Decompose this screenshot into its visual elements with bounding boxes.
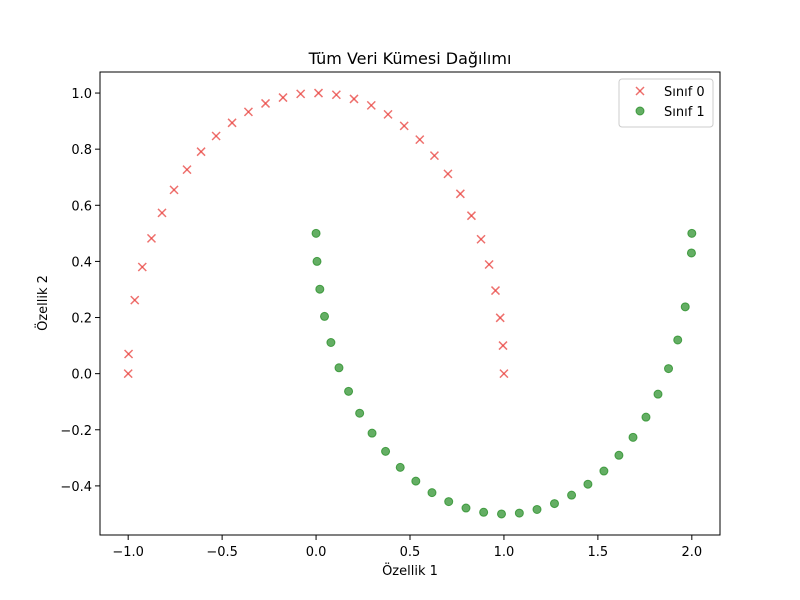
y-tick-label: −0.4 bbox=[60, 480, 92, 495]
y-axis-label: Özellik 2 bbox=[34, 275, 51, 331]
data-point bbox=[444, 497, 454, 507]
data-point bbox=[455, 189, 465, 199]
data-point bbox=[381, 446, 391, 456]
plot-marks bbox=[123, 88, 697, 519]
y-tick-label: 0.0 bbox=[71, 368, 92, 383]
data-point bbox=[498, 341, 508, 351]
data-point bbox=[260, 98, 271, 108]
data-point bbox=[169, 185, 179, 195]
data-point bbox=[349, 94, 359, 104]
data-point bbox=[315, 284, 325, 294]
data-point bbox=[146, 233, 157, 243]
data-point bbox=[496, 509, 506, 519]
data-point bbox=[583, 479, 593, 489]
y-tick-label: 0.6 bbox=[71, 199, 92, 214]
legend-marker-sinif-0 bbox=[635, 86, 645, 96]
data-point bbox=[211, 131, 221, 141]
data-point bbox=[334, 363, 344, 373]
data-point bbox=[427, 488, 437, 498]
data-point bbox=[461, 503, 471, 513]
series-sinif-1 bbox=[311, 228, 697, 519]
data-point bbox=[278, 93, 288, 103]
data-point bbox=[664, 364, 674, 374]
y-tick-label: 0.8 bbox=[71, 143, 92, 158]
data-point bbox=[399, 121, 409, 131]
legend-box bbox=[618, 78, 714, 128]
data-point bbox=[614, 450, 624, 460]
data-point bbox=[641, 412, 651, 422]
data-point bbox=[653, 389, 663, 399]
data-point bbox=[196, 147, 206, 157]
data-point bbox=[499, 369, 509, 379]
x-tick-label: 0.0 bbox=[306, 545, 327, 560]
x-tick-label: −1.0 bbox=[112, 545, 144, 560]
data-point bbox=[466, 211, 476, 221]
data-point bbox=[123, 369, 133, 379]
data-point bbox=[549, 499, 559, 509]
data-point bbox=[311, 228, 321, 238]
data-point bbox=[673, 335, 683, 345]
data-point bbox=[355, 408, 365, 418]
data-point bbox=[484, 259, 494, 270]
data-point bbox=[312, 256, 322, 266]
data-point bbox=[599, 466, 609, 476]
data-point bbox=[182, 165, 192, 175]
data-point bbox=[320, 311, 330, 321]
chart-title: Tüm Veri Kümesi Dağılımı bbox=[308, 49, 512, 68]
data-point bbox=[367, 428, 377, 438]
y-tick-label: −0.2 bbox=[60, 424, 92, 439]
data-point bbox=[137, 262, 147, 272]
y-tick-label: 0.2 bbox=[71, 312, 92, 327]
data-point bbox=[429, 151, 439, 161]
legend-label-sinif-1: Sınıf 1 bbox=[664, 105, 705, 120]
legend-label-sinif-0: Sınıf 0 bbox=[664, 85, 705, 100]
data-point bbox=[383, 109, 393, 119]
data-point bbox=[411, 476, 421, 486]
data-point bbox=[243, 107, 253, 117]
y-axis-ticks: −0.4 −0.2 0.0 0.2 0.4 0.6 0.8 1.0 bbox=[60, 87, 100, 495]
data-point bbox=[443, 169, 453, 179]
data-point bbox=[490, 286, 501, 296]
data-point bbox=[476, 234, 486, 244]
data-point bbox=[366, 100, 376, 110]
x-axis-label: Özellik 1 bbox=[382, 562, 438, 579]
data-point bbox=[124, 349, 134, 359]
x-tick-label: 1.5 bbox=[588, 545, 609, 560]
data-point bbox=[567, 490, 577, 500]
data-point bbox=[479, 507, 489, 517]
x-tick-label: 1.0 bbox=[494, 545, 515, 560]
data-point bbox=[326, 338, 336, 348]
data-point bbox=[680, 302, 690, 312]
data-point bbox=[687, 228, 697, 238]
legend-o-marker bbox=[635, 106, 645, 116]
legend-x-marker bbox=[635, 86, 645, 96]
data-point bbox=[532, 504, 542, 514]
data-point bbox=[313, 88, 324, 98]
data-point bbox=[415, 135, 425, 145]
data-point bbox=[157, 208, 167, 218]
y-tick-label: 0.4 bbox=[71, 255, 92, 270]
axes-frame bbox=[99, 71, 721, 536]
x-axis-ticks: −1.0 −0.5 0.0 0.5 1.0 1.5 2.0 bbox=[112, 535, 702, 560]
legend: Sınıf 0 Sınıf 1 bbox=[618, 78, 714, 128]
data-point bbox=[344, 386, 354, 396]
data-point bbox=[686, 248, 696, 258]
x-tick-label: −0.5 bbox=[206, 545, 238, 560]
data-point bbox=[296, 89, 306, 99]
legend-marker-sinif-1 bbox=[635, 106, 645, 116]
data-point bbox=[331, 90, 341, 100]
series-sinif-0 bbox=[123, 88, 509, 379]
data-point bbox=[495, 313, 505, 323]
y-tick-label: 1.0 bbox=[71, 87, 92, 102]
data-point bbox=[395, 462, 405, 472]
data-point bbox=[227, 118, 237, 128]
x-tick-label: 2.0 bbox=[681, 545, 702, 560]
data-point bbox=[130, 295, 140, 305]
x-tick-label: 0.5 bbox=[400, 545, 421, 560]
data-point bbox=[628, 432, 638, 442]
data-point bbox=[514, 508, 524, 518]
